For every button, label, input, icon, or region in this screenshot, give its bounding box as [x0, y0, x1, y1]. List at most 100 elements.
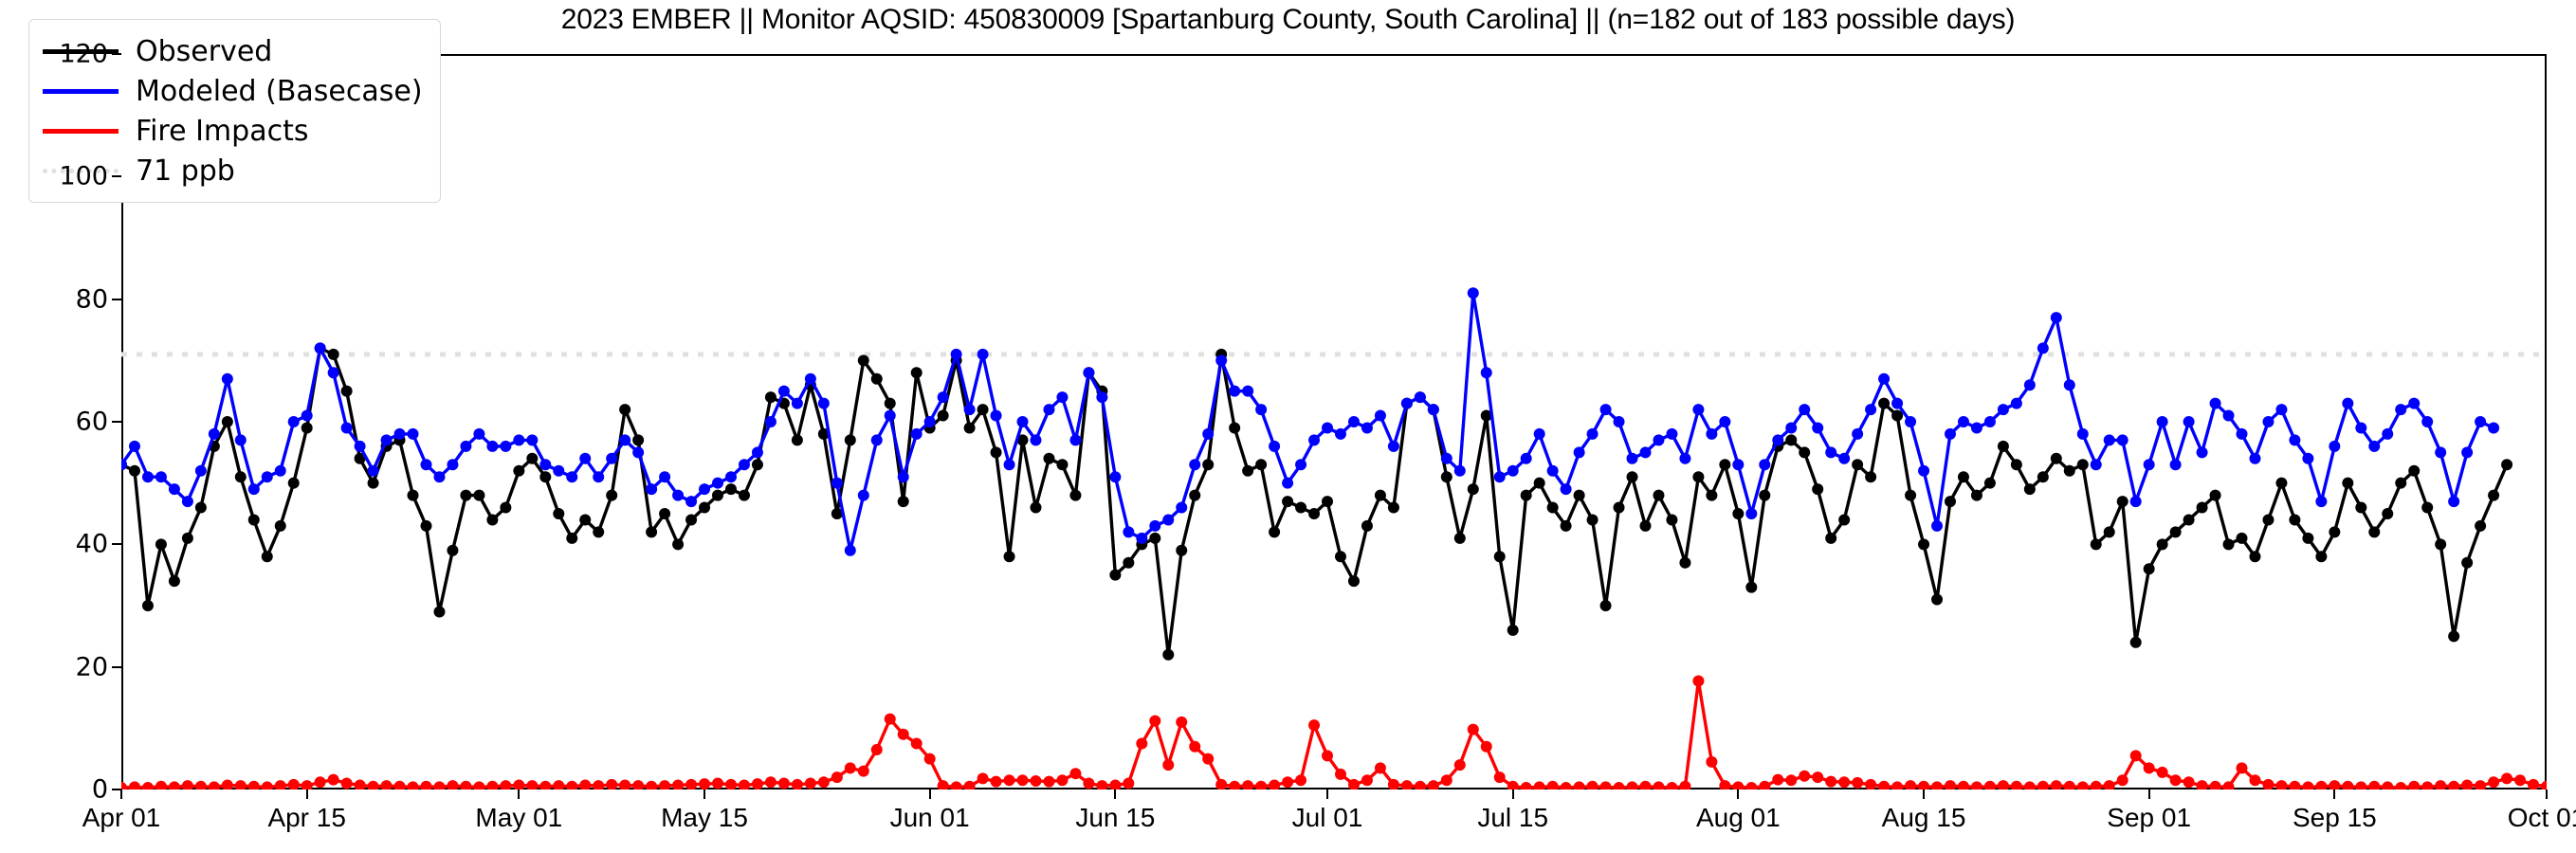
- data-point: [168, 483, 180, 496]
- data-point: [1944, 780, 1956, 789]
- data-point: [1666, 427, 1678, 440]
- data-point: [1706, 755, 1718, 768]
- y-tick-label: 20: [75, 652, 108, 682]
- data-point: [2275, 780, 2288, 789]
- data-point: [1799, 446, 1811, 459]
- data-point: [2488, 422, 2500, 434]
- data-point: [367, 477, 379, 489]
- data-point: [2435, 780, 2447, 789]
- data-point: [1453, 464, 1466, 477]
- data-point: [777, 385, 790, 397]
- data-point: [1759, 459, 1771, 471]
- data-point: [2395, 477, 2407, 489]
- data-point: [1427, 404, 1439, 416]
- data-point: [2289, 434, 2301, 446]
- data-point: [128, 781, 140, 789]
- legend-item-label: Modeled (Basecase): [136, 74, 423, 108]
- data-point: [1030, 774, 1042, 787]
- data-point: [1016, 416, 1029, 427]
- data-point: [121, 459, 127, 471]
- data-point: [1322, 750, 1334, 762]
- data-point: [340, 385, 353, 397]
- data-point: [1282, 477, 1294, 489]
- data-point: [777, 777, 790, 789]
- data-point: [1520, 489, 1532, 501]
- data-point: [1573, 781, 1585, 789]
- data-point: [764, 391, 776, 404]
- data-point: [1918, 780, 1930, 789]
- data-point: [2435, 446, 2447, 459]
- data-point: [447, 459, 459, 471]
- data-point: [2315, 780, 2328, 789]
- data-point: [910, 427, 923, 440]
- series-line: [121, 346, 2509, 657]
- legend-item[interactable]: Modeled (Basecase): [43, 71, 423, 111]
- series-observed: [121, 342, 2513, 661]
- data-point: [804, 372, 816, 385]
- data-point: [1361, 422, 1373, 434]
- data-point: [2448, 780, 2460, 789]
- data-point: [2408, 780, 2421, 789]
- data-point: [407, 489, 419, 501]
- data-point: [897, 471, 909, 483]
- data-point: [1586, 427, 1599, 440]
- data-point: [2143, 563, 2155, 575]
- data-point: [500, 440, 512, 452]
- data-point: [1453, 759, 1466, 771]
- data-point: [1957, 416, 1969, 427]
- data-point: [2183, 514, 2195, 526]
- data-point: [2076, 781, 2089, 789]
- data-point: [1507, 624, 1519, 636]
- legend-swatch: [43, 48, 119, 54]
- data-point: [1560, 519, 1572, 532]
- data-point: [2023, 379, 2036, 391]
- x-tick-mark: [2546, 789, 2548, 799]
- data-point: [1295, 774, 1307, 787]
- data-point: [1255, 404, 1268, 416]
- data-point: [566, 532, 578, 544]
- legend-item[interactable]: 71 ppb: [43, 151, 423, 191]
- y-tick-label: 100: [59, 161, 108, 191]
- data-point: [1414, 780, 1426, 789]
- data-point: [738, 489, 750, 501]
- data-point: [2501, 459, 2513, 471]
- data-point: [1229, 780, 1241, 789]
- data-point: [1931, 519, 1944, 532]
- data-point: [672, 779, 685, 789]
- data-point: [764, 416, 776, 427]
- data-point: [844, 544, 856, 556]
- data-point: [884, 713, 896, 725]
- data-point: [447, 780, 459, 789]
- data-point: [168, 575, 180, 588]
- legend-item[interactable]: Fire Impacts: [43, 111, 423, 151]
- x-tick-mark: [1511, 789, 1514, 799]
- data-point: [1229, 385, 1241, 397]
- data-point: [937, 780, 949, 789]
- data-point: [1891, 409, 1904, 422]
- data-point: [2421, 416, 2434, 427]
- data-point: [1440, 774, 1452, 787]
- legend-item[interactable]: Observed: [43, 31, 423, 71]
- data-point: [791, 434, 803, 446]
- data-point: [2355, 422, 2367, 434]
- data-point: [1347, 575, 1360, 588]
- data-point: [870, 434, 883, 446]
- data-point: [486, 440, 499, 452]
- data-point: [2050, 452, 2062, 464]
- data-point: [433, 781, 446, 789]
- data-point: [1016, 774, 1029, 787]
- data-point: [1891, 781, 1904, 789]
- data-point: [1493, 551, 1506, 563]
- data-point: [234, 471, 247, 483]
- data-point: [1533, 781, 1545, 789]
- data-point: [2315, 496, 2328, 508]
- y-tick-mark: [112, 298, 121, 300]
- data-point: [699, 778, 711, 789]
- data-point: [2275, 404, 2288, 416]
- data-point: [1918, 464, 1930, 477]
- data-point: [1653, 781, 1665, 789]
- data-point: [287, 778, 300, 789]
- data-point: [1639, 780, 1652, 789]
- data-point: [1639, 446, 1652, 459]
- data-point: [1679, 780, 1691, 789]
